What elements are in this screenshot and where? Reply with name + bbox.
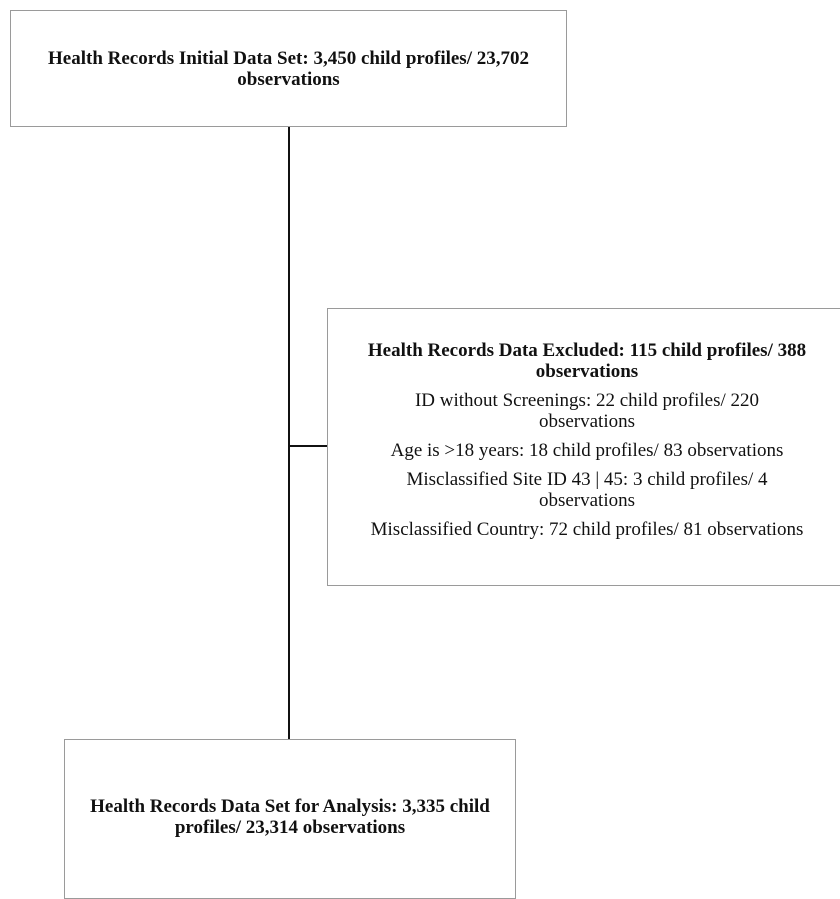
exclusion-reason-site-id: Misclassified Site ID 43 | 45: 3 child p…	[406, 469, 768, 511]
excluded-data-title: Health Records Data Excluded: 115 child …	[367, 340, 807, 382]
exclusion-reason-age: Age is >18 years: 18 child profiles/ 83 …	[390, 440, 784, 461]
connector-line-main	[288, 127, 290, 739]
analysis-data-set-title: Health Records Data Set for Analysis: 3,…	[90, 796, 490, 838]
initial-data-set-box: Health Records Initial Data Set: 3,450 c…	[10, 10, 567, 127]
initial-data-set-title: Health Records Initial Data Set: 3,450 c…	[48, 48, 529, 90]
analysis-data-set-box: Health Records Data Set for Analysis: 3,…	[64, 739, 516, 899]
connector-line-excluded	[289, 445, 327, 447]
exclusion-reason-country: Misclassified Country: 72 child profiles…	[370, 519, 804, 540]
exclusion-reason-no-screenings: ID without Screenings: 22 child profiles…	[414, 390, 760, 432]
excluded-data-box: Health Records Data Excluded: 115 child …	[327, 308, 840, 586]
